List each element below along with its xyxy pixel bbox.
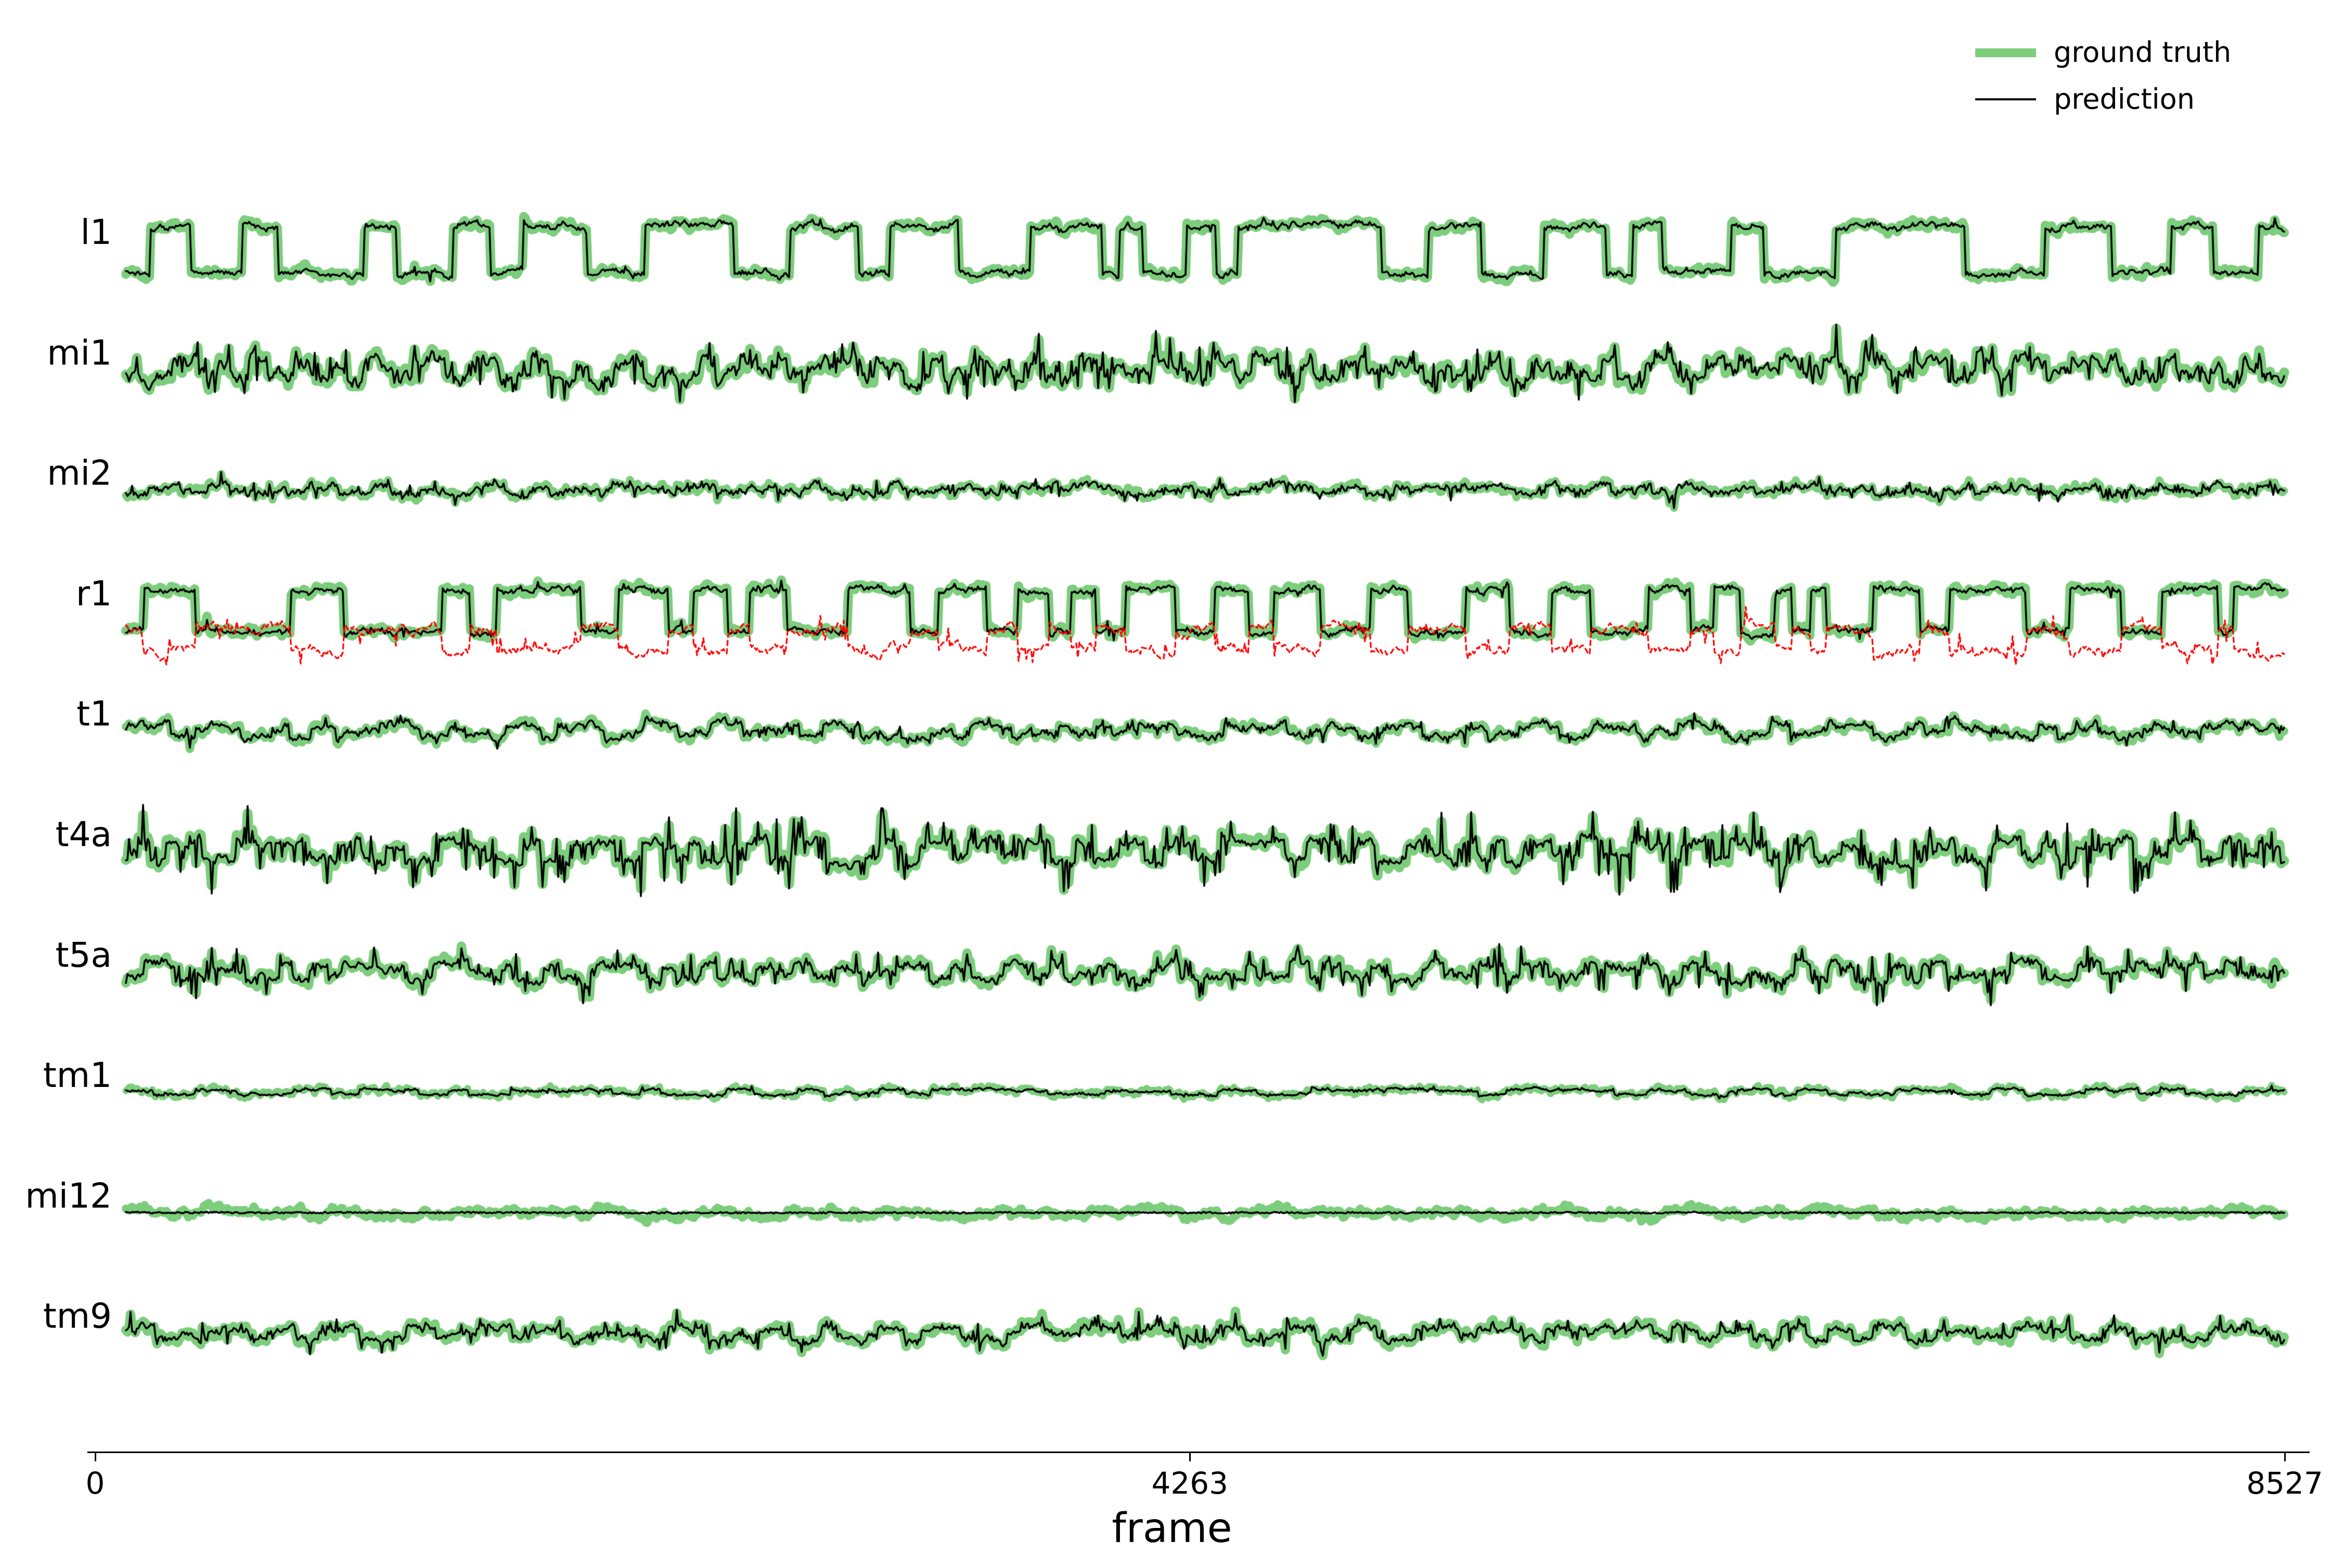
prediction-line-swatch — [1975, 98, 2036, 100]
row-label-t1: t1 — [76, 694, 112, 734]
row-label-tm9: tm9 — [43, 1296, 112, 1337]
x-tick-4263 — [1189, 1453, 1191, 1461]
row-label-r1: r1 — [75, 573, 112, 614]
row-label-mi1: mi1 — [47, 332, 112, 373]
legend-label-ground-truth: ground truth — [2054, 36, 2232, 69]
x-tick-label-8527: 8527 — [2246, 1466, 2323, 1501]
row-label-t5a: t5a — [55, 935, 112, 975]
x-tick-label-4263: 4263 — [1151, 1466, 1229, 1501]
legend: ground truth prediction — [1975, 37, 2231, 114]
x-tick-8527 — [2284, 1453, 2286, 1461]
legend-item-ground-truth: ground truth — [1975, 37, 2231, 68]
row-label-mi12: mi12 — [25, 1175, 112, 1216]
x-tick-label-0: 0 — [85, 1466, 105, 1501]
ground-truth-line-swatch — [1975, 48, 2036, 57]
legend-label-prediction: prediction — [2054, 83, 2195, 115]
legend-item-prediction: prediction — [1975, 84, 2231, 114]
x-tick-0 — [94, 1453, 96, 1461]
row-label-mi2: mi2 — [47, 453, 112, 494]
x-axis-line — [87, 1452, 2310, 1453]
row-label-l1: l1 — [80, 212, 112, 252]
x-axis-title: frame — [1112, 1505, 1232, 1552]
row-label-t4a: t4a — [55, 814, 112, 854]
row-label-tm1: tm1 — [43, 1055, 112, 1096]
